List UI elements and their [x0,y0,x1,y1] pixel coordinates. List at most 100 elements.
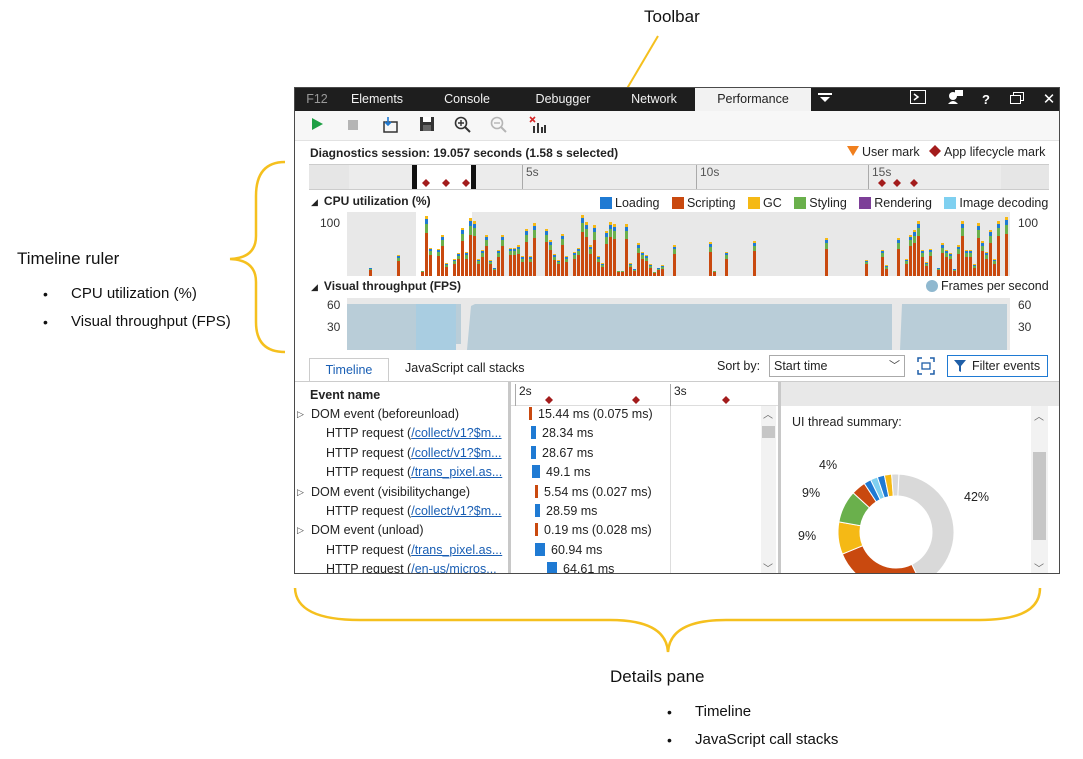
event-row[interactable]: HTTP request (/trans_pixel.as... [326,541,502,560]
expand-triangle-icon[interactable]: ▷ [297,525,304,536]
scroll-up-icon[interactable]: ︿ [763,410,773,421]
console-icon[interactable] [906,88,930,111]
summary-scrollbar[interactable]: ︿ ﹀ [1031,406,1048,574]
cpu-bar-segment [965,250,968,251]
cpu-bar-segment [633,271,636,276]
event-duration-row[interactable]: 28.34 ms [531,424,593,443]
help-icon[interactable]: ? [982,92,990,107]
tab-network[interactable]: Network [631,92,677,106]
event-row[interactable]: HTTP request (/trans_pixel.as... [326,463,502,482]
event-url-link[interactable]: /trans_pixel.as... [411,542,503,557]
details-scrollbar[interactable]: ︿ ﹀ [761,406,776,574]
cpu-bar-segment [573,255,576,259]
event-duration-row[interactable]: 49.1 ms [532,463,590,482]
tab-timeline[interactable]: Timeline [309,358,389,382]
cpu-bar-segment [825,238,828,240]
stop-icon[interactable] [343,116,363,136]
cpu-bar-segment [657,269,660,270]
summary-splitter[interactable] [778,382,781,573]
cpu-bar-segment [441,237,444,240]
event-name: DOM event (beforeunload) [311,407,459,421]
collapse-triangle-icon[interactable]: ◢ [311,197,318,207]
cpu-bar-segment [881,251,884,253]
filter-events-button[interactable]: Filter events [947,355,1048,377]
cpu-bar-segment [625,231,628,239]
scroll-down-icon[interactable]: ﹀ [1034,564,1044,574]
start-icon[interactable] [307,116,327,136]
fps-panel-title[interactable]: ◢ Visual throughput (FPS) [311,279,461,293]
event-column-splitter[interactable] [508,382,511,573]
tab-performance[interactable]: Performance [695,88,811,111]
feedback-icon[interactable] [943,88,967,111]
tab-debugger[interactable]: Debugger [535,92,591,106]
event-url-link[interactable]: /trans_pixel.as... [411,465,503,480]
event-duration-row[interactable]: 0.19 ms (0.028 ms) [535,521,652,540]
cpu-bar-segment [993,260,996,261]
collapse-triangle-icon[interactable]: ◢ [311,282,318,292]
event-row[interactable]: ▷ DOM event (visibilitychange) [297,483,470,502]
close-icon[interactable]: ✕ [1042,91,1056,108]
event-row[interactable]: HTTP request (/collect/v1?$m... [326,444,502,463]
fps-chart-area[interactable] [347,298,1010,350]
event-duration-row[interactable]: 15.44 ms (0.075 ms) [529,405,653,424]
expand-triangle-icon[interactable]: ▷ [297,486,304,497]
cpu-bar-segment [621,272,624,276]
cpu-bar-segment [713,272,716,276]
overflow-icon[interactable] [813,88,837,111]
event-row[interactable]: HTTP request (/collect/v1?$m... [326,502,502,521]
event-row[interactable]: HTTP request (/en-us/micros... [326,560,497,574]
event-url-link[interactable]: /collect/v1?$m... [411,504,502,518]
bullet-visual-throughput: Visual throughput (FPS) [43,308,231,336]
cpu-bar-segment [629,265,632,267]
summary-scrollbar-thumb[interactable] [1033,452,1046,540]
event-duration: 15.44 ms (0.075 ms) [538,407,653,421]
event-duration-row[interactable]: 64.61 ms [547,560,614,573]
tab-f12[interactable]: F12 [306,92,328,106]
event-url-link[interactable]: /collect/v1?$m... [411,445,502,460]
zoom-in-icon[interactable] [453,116,473,136]
event-row[interactable]: ▷ DOM event (beforeunload) [297,405,459,424]
event-list: ▷ DOM event (beforeunload) HTTP request (/… [295,405,508,574]
tab-elements[interactable]: Elements [350,92,404,106]
cpu-bar-segment [753,241,756,243]
cpu-chart-area[interactable] [347,212,1010,276]
tab-javascript-call-stacks[interactable]: JavaScript call stacks [405,361,525,375]
event-row[interactable]: HTTP request (/collect/v1?$m... [326,424,502,443]
cpu-bar-segment [985,253,988,255]
expand-triangle-icon[interactable]: ▷ [297,409,304,419]
details-scrollbar-thumb[interactable] [762,426,775,438]
zoom-out-icon[interactable] [489,116,509,136]
event-duration-row[interactable]: 28.67 ms [531,444,593,463]
ui-thread-summary-title: UI thread summary: [792,415,902,429]
cpu-bar-segment [437,256,440,276]
cpu-bar-segment [549,250,552,276]
cpu-bar-segment [985,252,988,253]
cpu-bar-segment [949,253,952,254]
sort-by-select[interactable]: Start time ﹀ [769,355,905,377]
selection-handle-right[interactable] [471,165,476,189]
selection-handle-left[interactable] [412,165,417,189]
cpu-bar-segment [945,250,948,251]
event-row[interactable]: ▷ DOM event (unload) [297,521,424,540]
undock-icon[interactable] [1005,88,1029,111]
event-duration-row[interactable]: 28.59 ms [535,502,597,521]
event-url-link[interactable]: /en-us/micros... [411,562,497,574]
scroll-up-icon[interactable]: ︿ [1034,412,1044,423]
cpu-legend: Loading Scripting GC Styling Rendering I… [600,194,1048,212]
cpu-bar-segment [497,253,500,257]
import-icon[interactable] [381,116,401,136]
timeline-ruler[interactable]: 5s 10s 15s [309,164,1049,190]
cpu-bar-segment [909,246,912,276]
cpu-bar-segment [909,240,912,246]
fit-selection-icon[interactable] [917,357,935,380]
cpu-bar-segment [993,264,996,276]
tab-console[interactable]: Console [444,92,490,106]
cpu-panel-title[interactable]: ◢ CPU utilization (%) [311,194,431,208]
user-mark-legend: User mark [847,145,920,159]
clear-selection-icon[interactable] [528,116,548,136]
scroll-down-icon[interactable]: ﹀ [763,564,773,574]
event-duration-row[interactable]: 60.94 ms [535,541,602,560]
event-duration-row[interactable]: 5.54 ms (0.027 ms) [535,483,652,502]
save-icon[interactable] [417,116,437,136]
event-url-link[interactable]: /collect/v1?$m... [411,426,502,441]
